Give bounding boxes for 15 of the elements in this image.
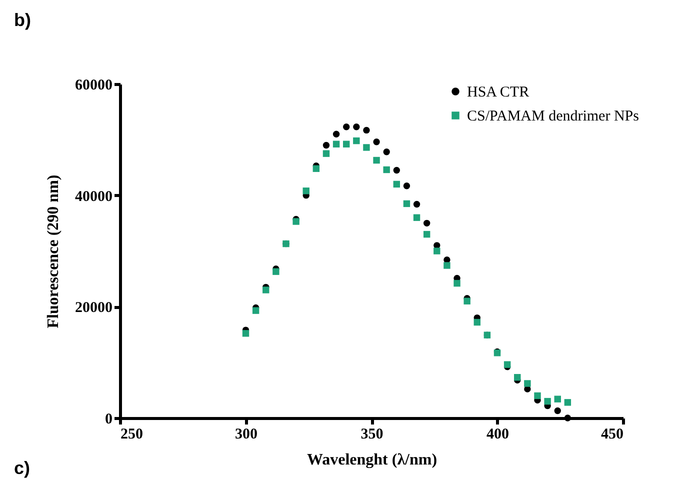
x-tick-label: 300 — [235, 426, 258, 442]
x-tick-label: 350 — [360, 426, 384, 442]
legend-label: CS/PAMAM dendrimer NPs — [467, 108, 640, 124]
x-axis-title: Wavelenght (λ/nm) — [306, 452, 438, 468]
y-tick-label: 40000 — [75, 188, 112, 205]
y-tick-label: 0 — [105, 412, 112, 428]
y-tick-label: 20000 — [75, 300, 112, 316]
text: c) — [14, 458, 30, 479]
x-tick-label: 400 — [486, 426, 509, 442]
x-tick-label: 450 — [601, 426, 624, 442]
y-tick-label: 60000 — [75, 78, 112, 94]
y-axis-title: Fluorescence (290 nm) — [45, 174, 62, 328]
legend-label: HSA CTR — [467, 84, 530, 100]
x-tick-label: 250 — [120, 426, 143, 442]
text: b) — [14, 10, 31, 31]
